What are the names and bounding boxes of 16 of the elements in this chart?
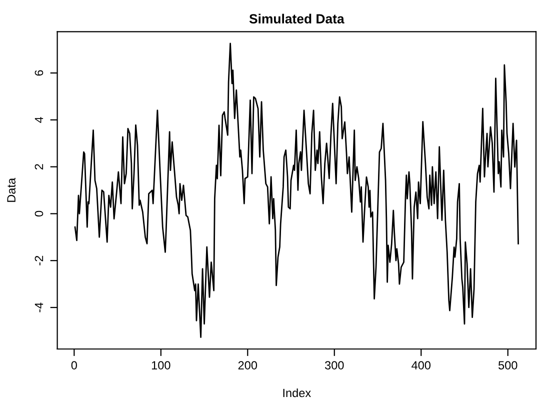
y-tick-label: -2 — [34, 256, 44, 266]
line-series — [74, 42, 519, 338]
x-tick-label: 100 — [152, 361, 170, 370]
x-tick-label: 500 — [498, 361, 518, 370]
x-tick-label: 300 — [324, 361, 344, 370]
x-tick-label: 0 — [71, 361, 77, 370]
y-axis-title: Data — [7, 178, 16, 202]
y-tick-label: 6 — [34, 70, 44, 76]
chart-title: Simulated Data — [249, 14, 344, 24]
x-tick-label: 200 — [238, 361, 258, 370]
y-tick-label: 2 — [34, 164, 44, 170]
x-tick-label: 400 — [412, 361, 431, 370]
y-tick-label: 4 — [34, 116, 44, 123]
x-axis-title: Index — [283, 388, 311, 398]
y-tick-label: -4 — [34, 302, 44, 312]
y-tick-label: 0 — [34, 210, 44, 217]
